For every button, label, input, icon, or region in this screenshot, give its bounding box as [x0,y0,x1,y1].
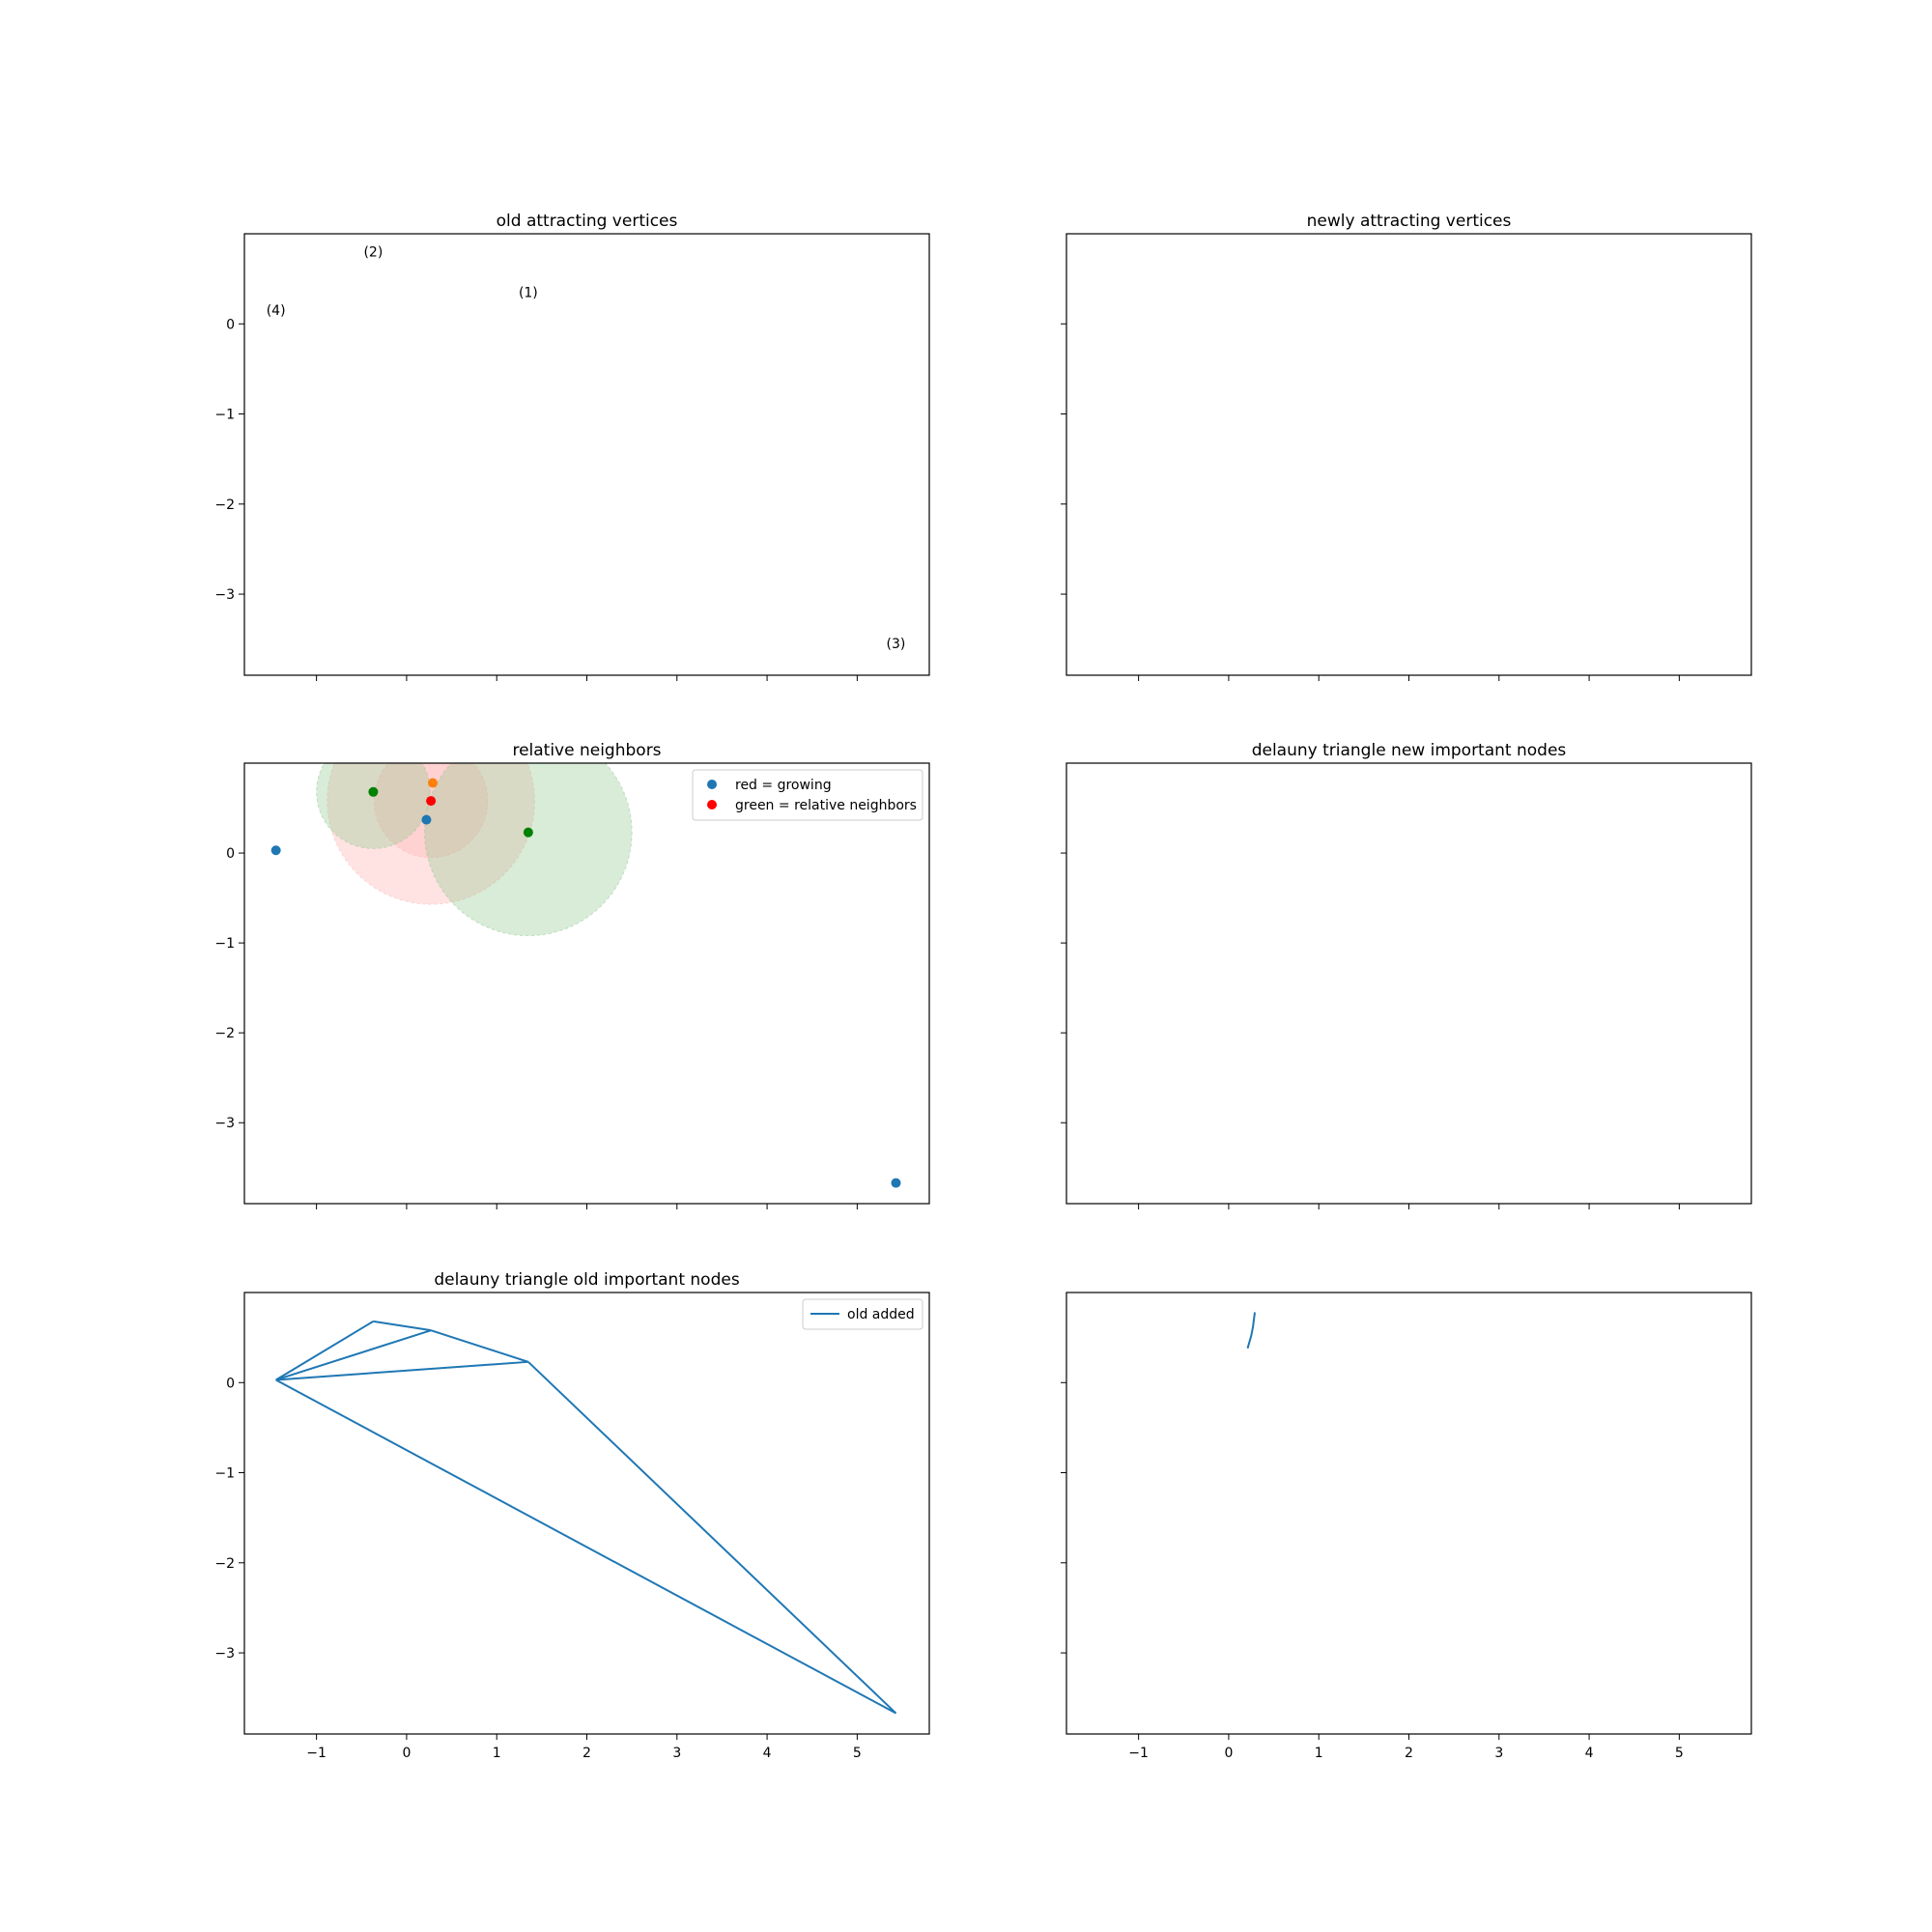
data-point-orange [427,778,438,788]
x-tick-label: 0 [402,1746,411,1761]
y-tick-label: −1 [214,408,235,423]
y-tick-label: −1 [214,936,235,952]
data-point-blue [270,845,281,856]
axes-frame [1065,233,1752,676]
triangle-edge [275,1320,374,1381]
x-tick-label: 3 [1494,1746,1503,1761]
legend: old added [802,1298,923,1330]
axes-frame [243,1292,930,1735]
vertex-annotation: (1) [519,285,538,300]
legend-box [692,769,923,821]
data-point-blue [891,1178,901,1188]
data-point-green [368,786,379,797]
y-tick-label: −2 [214,1556,235,1572]
legend: red = growing green = relative neighbors [692,769,923,821]
neighbor-circle [327,763,535,905]
data-point-green [523,827,533,838]
data-point-blue [421,814,432,825]
x-tick-label: 3 [672,1746,681,1761]
x-tick-label: −1 [306,1746,327,1761]
axes-frame [243,233,930,676]
triangle-edge [373,1320,432,1332]
curve-line [1246,1312,1256,1350]
y-tick-label: 0 [226,1376,235,1391]
x-tick-label: 4 [1585,1746,1594,1761]
x-tick-label: 1 [1315,1746,1323,1761]
y-tick-label: 0 [226,317,235,332]
panel-title: delauny triangle new important nodes [1252,741,1567,760]
x-tick-label: 4 [763,1746,772,1761]
legend-label: red = growing [735,778,832,793]
legend-label: green = relative neighbors [735,798,917,813]
x-tick-label: 2 [582,1746,591,1761]
legend-dot-marker [707,800,717,810]
neighbor-circle [424,763,633,937]
y-tick-label: −2 [214,497,235,513]
y-tick-label: −3 [214,1646,235,1662]
triangle-edge [275,1360,528,1381]
y-tick-label: −3 [214,1116,235,1131]
triangle-edge [275,1329,432,1381]
panel-3: 0 −1 −2 −3 relative neighbors red = growing gr… [214,741,930,1209]
neighbor-circle [316,763,431,849]
triangle-edge [275,1378,896,1715]
neighbor-circle [373,763,489,859]
plot-area [1246,1312,1256,1350]
panel-title: relative neighbors [512,741,661,760]
x-tick-label: 5 [1675,1746,1684,1761]
x-tick-label: 1 [493,1746,501,1761]
panel-title: delauny triangle old important nodes [434,1270,739,1290]
vertex-annotation: (4) [267,303,286,319]
x-tick-label: 5 [853,1746,862,1761]
vertex-annotation: (3) [887,637,906,652]
data-point-red [426,796,437,807]
x-tick-label: −1 [1128,1746,1149,1761]
axes-frame [1065,762,1752,1205]
panel-title: old attracting vertices [497,212,678,231]
panel-1: 0 −1 −2 −3 old attracting vertices (2) (1) (4) (… [214,212,930,681]
y-tick-label: 0 [226,846,235,862]
y-tick-label: −3 [214,587,235,603]
panel-4: delauny triangle new important nodes [1061,741,1752,1209]
x-tick-label: 2 [1405,1746,1413,1761]
panel-6: −1 0 1 2 3 4 5 [1061,1292,1752,1761]
plot-area [270,763,901,1188]
legend-label: old added [847,1307,915,1322]
legend-box [802,1298,923,1330]
panel-2: newly attracting vertices [1061,212,1752,681]
triangle-edge [430,1329,529,1363]
y-tick-label: −1 [214,1466,235,1482]
plot-area [275,1320,897,1715]
y-tick-label: −2 [214,1026,235,1041]
x-tick-label: 0 [1224,1746,1233,1761]
panel-5: −1 0 1 2 3 4 5 0 −1 −2 −3 delauny triangle old impo… [214,1270,930,1761]
axes-frame [1065,1292,1752,1735]
triangle-edge [527,1361,897,1715]
legend-dot-marker [707,780,717,789]
panel-title: newly attracting vertices [1307,212,1512,231]
vertex-annotation: (2) [363,244,383,260]
